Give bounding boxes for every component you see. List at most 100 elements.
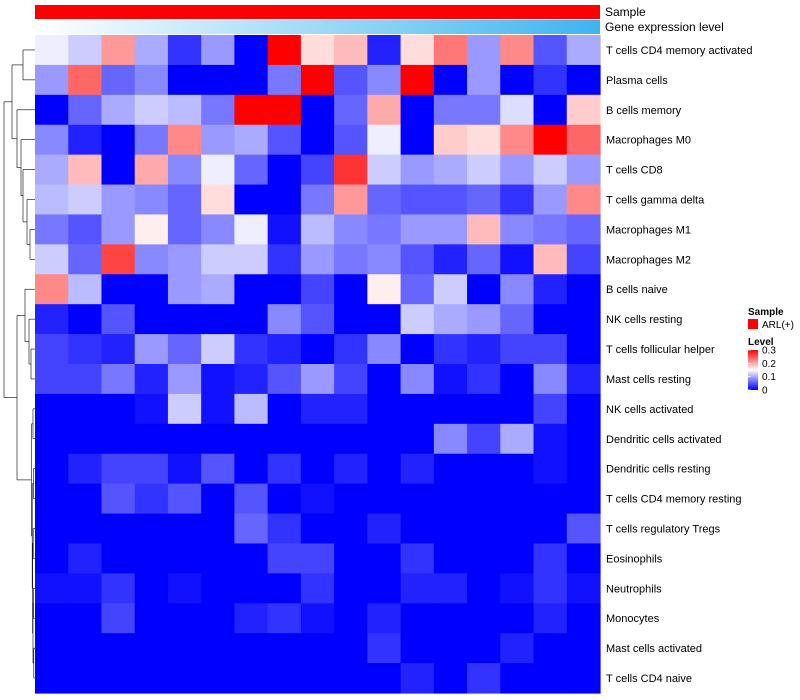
- heatmap-cell: [134, 543, 169, 574]
- heatmap-cell: [433, 244, 468, 275]
- heatmap-cell: [533, 453, 568, 485]
- heatmap-cell: [566, 274, 601, 305]
- heatmap-cell: [300, 94, 335, 126]
- heatmap-cell: [433, 304, 468, 335]
- heatmap-cell: [167, 633, 202, 664]
- column-annotation-bars: [35, 5, 600, 34]
- legend: Sample ARL(+) Level 0.3 0.2 0.1 0: [748, 307, 794, 397]
- heatmap-cell: [533, 244, 568, 275]
- heatmap-cell: [367, 393, 402, 425]
- heatmap-cell: [467, 274, 501, 305]
- heatmap-cell: [467, 513, 501, 545]
- heatmap-cell: [334, 184, 368, 216]
- heatmap-cell: [433, 543, 468, 574]
- heatmap-cell: [533, 274, 568, 305]
- heatmap-cell: [134, 244, 169, 275]
- heatmap-cell: [101, 35, 136, 66]
- heatmap-cell: [300, 453, 335, 485]
- heatmap-cell: [167, 184, 202, 216]
- heatmap-cell: [334, 573, 368, 604]
- heatmap-cell: [566, 244, 601, 275]
- heatmap-cell: [101, 663, 136, 694]
- heatmap-cell: [367, 483, 402, 515]
- heatmap-cell: [467, 483, 501, 515]
- heatmap-cell: [134, 423, 169, 455]
- heatmap-cell: [467, 184, 501, 216]
- heatmap-cell: [68, 94, 103, 126]
- heatmap-cell: [533, 184, 568, 216]
- heatmap-cell: [201, 633, 236, 664]
- heatmap-cell: [334, 543, 368, 574]
- heatmap-cell: [234, 513, 269, 545]
- heatmap-cell: [234, 543, 269, 574]
- heatmap-cell: [400, 184, 435, 216]
- heatmap-cell: [134, 573, 169, 604]
- heatmap-cell: [201, 35, 236, 66]
- heatmap-cell: [101, 244, 136, 275]
- heatmap-cell: [267, 543, 302, 574]
- row-label: NK cells resting: [606, 314, 682, 326]
- heatmap-cell: [35, 633, 69, 664]
- heatmap-cell: [300, 274, 335, 305]
- heatmap-cell: [167, 364, 202, 395]
- heatmap-cell: [101, 513, 136, 545]
- heatmap-cell: [101, 94, 136, 126]
- heatmap-cell: [334, 603, 368, 634]
- heatmap-cell: [201, 364, 236, 395]
- heatmap-cell: [234, 274, 269, 305]
- heatmap-cell: [234, 124, 269, 156]
- heatmap-cell: [267, 483, 302, 515]
- heatmap-cell: [533, 35, 568, 66]
- heatmap-cell: [566, 64, 601, 96]
- heatmap-cell: [201, 603, 236, 634]
- heatmap-cell: [167, 35, 202, 66]
- row-label: Mast cells activated: [606, 643, 702, 655]
- heatmap-cell: [35, 304, 69, 335]
- heatmap-cell: [500, 393, 535, 425]
- heatmap-cell: [500, 124, 535, 156]
- heatmap-cell: [566, 543, 601, 574]
- heatmap-cell: [566, 124, 601, 156]
- heatmap-cell: [334, 334, 368, 365]
- heatmap-cell: [267, 423, 302, 455]
- heatmap-cell: [68, 423, 103, 455]
- heatmap-cell: [35, 543, 69, 574]
- heatmap-cell: [433, 214, 468, 245]
- heatmap-cell: [400, 214, 435, 245]
- heatmap-cell: [300, 483, 335, 515]
- heatmap-cell: [267, 633, 302, 664]
- row-label: NK cells activated: [606, 404, 693, 416]
- heatmap-cell: [400, 304, 435, 335]
- heatmap-cell: [500, 304, 535, 335]
- heatmap-cell: [167, 573, 202, 604]
- heatmap-cell: [68, 154, 103, 186]
- heatmap-cell: [201, 483, 236, 515]
- heatmap-cell: [334, 453, 368, 485]
- heatmap-cell: [500, 334, 535, 365]
- heatmap-cell: [533, 154, 568, 186]
- gene-expression-annotation-bar: [35, 20, 600, 34]
- heatmap-cell: [367, 364, 402, 395]
- heatmap-cell: [101, 453, 136, 485]
- heatmap-cell: [500, 184, 535, 216]
- heatmap-cell: [334, 663, 368, 694]
- heatmap-cell: [134, 453, 169, 485]
- legend-ticks: 0.3 0.2 0.1 0: [748, 346, 776, 397]
- heatmap-cells: [35, 35, 601, 694]
- heatmap-cell: [334, 423, 368, 455]
- heatmap-cell: [134, 154, 169, 186]
- heatmap-cell: [68, 334, 103, 365]
- row-label: Macrophages M2: [606, 254, 691, 266]
- heatmap-cell: [300, 633, 335, 664]
- heatmap-cell: [533, 633, 568, 664]
- legend-tick-label: 0.2: [762, 359, 776, 370]
- heatmap-cell: [68, 603, 103, 634]
- heatmap-cell: [400, 35, 435, 66]
- heatmap-cell: [201, 393, 236, 425]
- heatmap-cell: [300, 543, 335, 574]
- heatmap-cell: [201, 543, 236, 574]
- heatmap-cell: [201, 304, 236, 335]
- heatmap-cell: [234, 334, 269, 365]
- heatmap-cell: [267, 154, 302, 186]
- heatmap-cell: [68, 274, 103, 305]
